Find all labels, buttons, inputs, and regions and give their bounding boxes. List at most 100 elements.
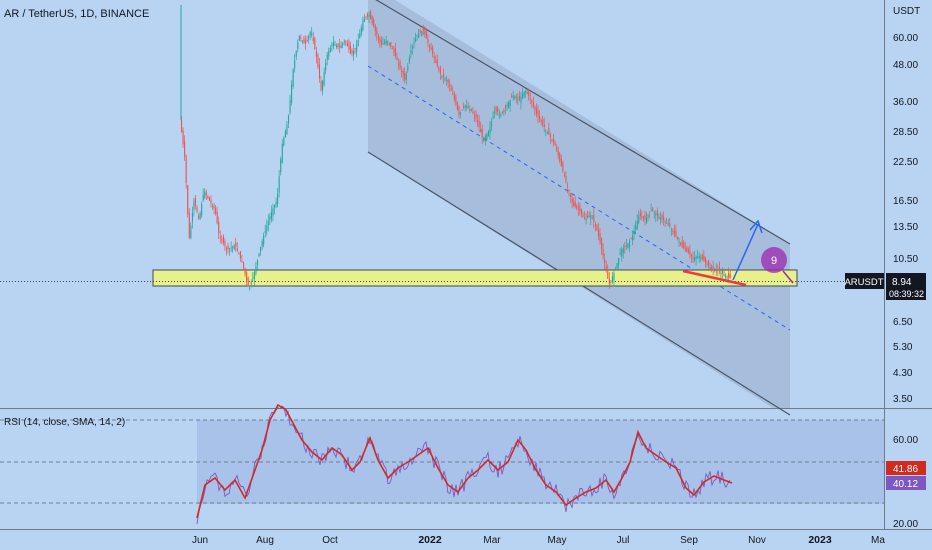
candle: [684, 248, 686, 250]
candle: [720, 272, 722, 274]
candle: [673, 230, 675, 234]
candle: [515, 96, 517, 98]
candle: [636, 221, 638, 230]
candle: [371, 16, 373, 23]
channel-median-line[interactable]: [367, 65, 791, 331]
candle: [709, 267, 711, 270]
candle: [360, 27, 362, 35]
candle: [441, 75, 443, 78]
time-axis[interactable]: Jun Aug Oct 2022 Mar May Jul Sep Nov 2023 Ma: [192, 534, 885, 546]
candle: [430, 47, 432, 51]
candle: [647, 214, 649, 218]
candle: [721, 270, 724, 274]
candle: [380, 40, 383, 45]
candle: [587, 215, 589, 218]
candle: [182, 130, 184, 145]
rsi-title[interactable]: RSI (14, close, SMA, 14, 2): [4, 417, 126, 428]
candle: [379, 38, 381, 43]
candle: [393, 48, 395, 53]
candle: [653, 212, 655, 214]
candle: [701, 254, 703, 260]
candle: [725, 275, 727, 278]
candle: [278, 176, 280, 193]
candle: [663, 217, 665, 221]
descending-channel[interactable]: [368, 0, 790, 408]
candle: [504, 106, 507, 108]
candle: [556, 147, 558, 151]
candle: [329, 47, 331, 52]
candle: [593, 215, 595, 222]
candle: [449, 84, 451, 87]
rsi-ma-line: [196, 403, 733, 519]
candle: [607, 271, 609, 279]
candle: [666, 223, 668, 225]
candle: [529, 97, 531, 99]
current-price-label: ARUSDT 8.94 08:39:32: [844, 273, 926, 300]
candle: [439, 67, 441, 74]
idea-badge[interactable]: 9: [761, 247, 794, 284]
arrow-head: [749, 219, 763, 234]
candle: [416, 34, 418, 36]
candle: [670, 228, 672, 230]
candle: [401, 70, 403, 72]
candle: [486, 133, 488, 140]
candle: [422, 28, 424, 31]
candle: [367, 13, 369, 17]
support-zone[interactable]: [152, 269, 798, 287]
candle: [703, 255, 705, 261]
candle: [557, 150, 559, 156]
candle: [270, 211, 272, 219]
price-scale-label: 28.50: [893, 127, 918, 138]
candle: [608, 278, 610, 285]
candle: [697, 256, 699, 258]
candle: [481, 129, 483, 138]
candle: [340, 45, 342, 49]
candle: [267, 221, 269, 226]
last-price-value: 8.94: [892, 277, 912, 288]
candle: [518, 95, 520, 100]
candle: [708, 261, 710, 266]
candle: [396, 57, 398, 60]
candle: [475, 114, 477, 119]
candle: [503, 110, 505, 112]
candle: [495, 107, 497, 111]
candle: [633, 231, 635, 235]
candle: [184, 141, 186, 157]
candle: [711, 266, 713, 269]
price-scale[interactable]: 60.00 48.00 36.00 28.50 22.50 16.50 13.50 10.50…: [893, 33, 918, 405]
candle: [591, 218, 593, 220]
candle: [452, 92, 454, 95]
candle: [405, 73, 407, 81]
currency-label: USDT: [893, 6, 920, 17]
candle: [351, 50, 353, 54]
channel-upper-line[interactable]: [368, 0, 791, 245]
candle: [590, 215, 592, 219]
candle: [238, 253, 240, 255]
candle: [656, 210, 658, 216]
candlestick-series: [180, 5, 731, 291]
candle: [543, 124, 545, 127]
projection-arrow[interactable]: [732, 223, 759, 281]
price-scale-label: 6.50: [893, 317, 913, 328]
candle: [571, 198, 573, 202]
candle: [661, 215, 663, 220]
candle: [263, 236, 265, 245]
red-trendline[interactable]: [682, 269, 747, 287]
candle: [191, 213, 193, 222]
candle: [553, 138, 555, 143]
candle: [498, 113, 500, 116]
candle: [478, 121, 480, 127]
candle: [421, 31, 423, 37]
candle: [500, 114, 502, 116]
candle: [261, 241, 263, 247]
symbol-title[interactable]: AR / TetherUS, 1D, BINANCE: [4, 8, 150, 20]
candle: [398, 63, 400, 65]
candle: [250, 282, 252, 285]
candle: [542, 119, 544, 125]
candle: [328, 51, 330, 57]
candle: [436, 59, 438, 66]
candle: [539, 115, 541, 120]
candle: [469, 109, 471, 112]
candle: [508, 102, 510, 108]
